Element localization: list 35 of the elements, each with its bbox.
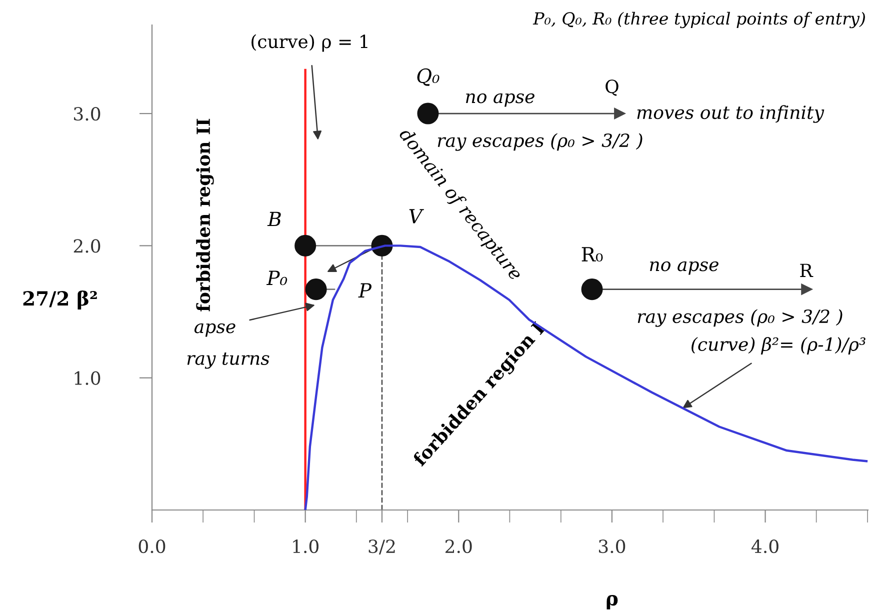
annotation: forbidden region II xyxy=(196,118,214,312)
point xyxy=(294,234,316,256)
x-axis-title: ρ xyxy=(606,594,618,610)
point xyxy=(581,278,603,300)
annotation: no apse xyxy=(650,261,718,275)
x-tick-label: 3/2 xyxy=(368,539,395,555)
chart-title: P₀, Q₀, R₀ (three typical points of entry) xyxy=(532,12,865,28)
annotation: Q xyxy=(606,80,618,96)
x-tick-label: 3.0 xyxy=(598,539,626,554)
y-tick-label: 2.0 xyxy=(74,239,100,253)
point xyxy=(801,284,812,295)
annotation: (curve) ρ = 1 xyxy=(252,34,368,52)
annotation: ray escapes (ρ₀ > 3/2 ) xyxy=(638,309,842,327)
point xyxy=(417,102,439,124)
point xyxy=(305,278,327,300)
y-tick-label: 1.0 xyxy=(74,371,100,385)
annotation: P₀ xyxy=(266,270,288,286)
x-tick-label: 2.0 xyxy=(446,539,472,554)
annotation: P xyxy=(358,283,372,298)
y-tick-label: 3.0 xyxy=(74,107,100,121)
y-axis-title: 27/2 β² xyxy=(23,290,97,310)
annotation: apse xyxy=(194,323,236,337)
annotation: V xyxy=(409,209,424,224)
annotation: (curve) β²= (ρ-1)/ρ³ xyxy=(692,336,866,355)
x-tick-label: 1.0 xyxy=(293,539,318,554)
point xyxy=(614,108,626,120)
x-tick-label: 4.0 xyxy=(751,539,778,554)
annotation: moves out to infinity xyxy=(637,105,824,123)
annotation: ray turns xyxy=(187,352,270,369)
x-tick-label: 0.0 xyxy=(138,539,166,554)
annotation: B xyxy=(267,212,281,226)
annotation: R xyxy=(800,264,814,277)
annotation: R₀ xyxy=(582,247,603,262)
annotation: Q₀ xyxy=(417,68,440,86)
annotation: no apse xyxy=(466,93,534,107)
